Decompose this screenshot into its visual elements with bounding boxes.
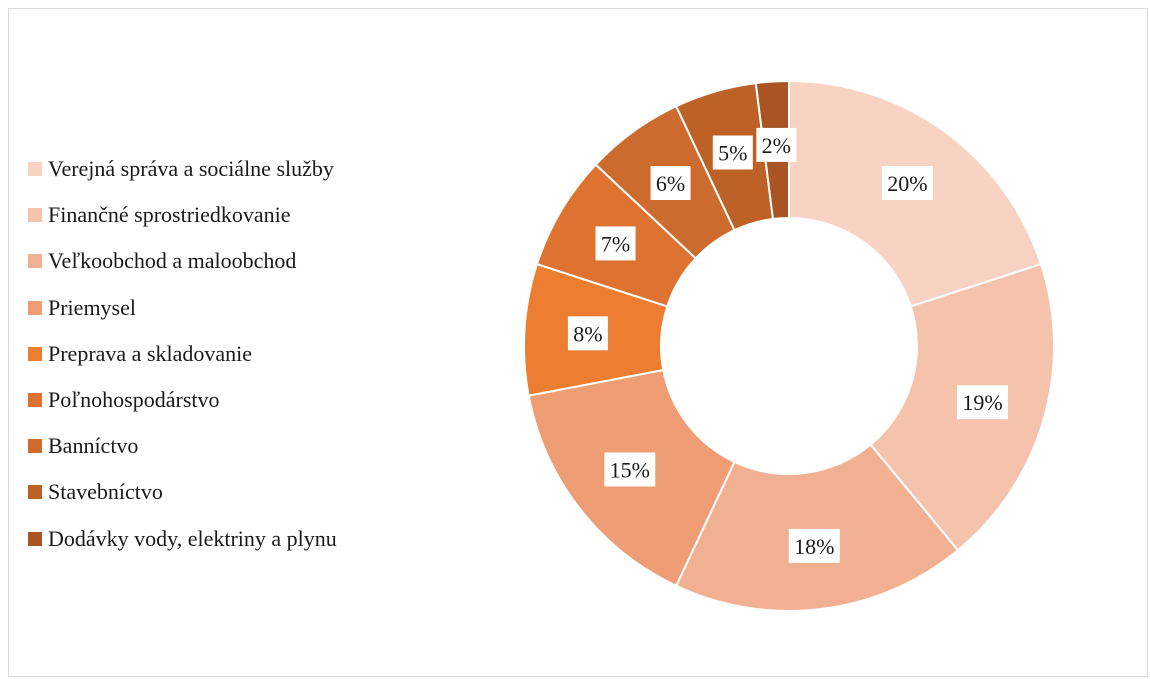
data-label: 6%	[650, 165, 691, 200]
data-label-box	[650, 165, 691, 200]
data-label-text: 18%	[794, 534, 834, 559]
legend-item: Dodávky vody, elektriny a plynu	[28, 516, 468, 562]
legend-item: Banníctvo	[28, 423, 468, 469]
legend-swatch	[28, 254, 42, 269]
data-label-text: 7%	[601, 231, 630, 256]
legend-item: Finančné sprostriedkovanie	[28, 192, 468, 238]
data-label: 18%	[788, 528, 840, 563]
legend-label: Verejná správa a sociálne služby	[48, 156, 334, 182]
data-label-box	[788, 528, 840, 563]
legend-item: Veľkoobchod a maloobchod	[28, 238, 468, 284]
legend-label: Priemysel	[48, 294, 136, 320]
legend-swatch	[28, 300, 42, 315]
legend-label: Poľnohospodárstvo	[48, 387, 220, 413]
data-label: 7%	[595, 226, 636, 261]
data-label: 8%	[567, 316, 608, 351]
data-label: 5%	[712, 135, 753, 170]
legend-label: Finančné sprostriedkovanie	[48, 202, 291, 228]
data-label: 2%	[756, 127, 797, 162]
data-label-text: 5%	[718, 141, 747, 166]
legend-item: Verejná správa a sociálne služby	[28, 146, 468, 192]
legend-label: Preprava a skladovanie	[48, 340, 253, 366]
data-label-box	[567, 316, 608, 351]
data-label: 20%	[881, 165, 933, 200]
legend-swatch	[28, 393, 42, 408]
data-label-box	[956, 385, 1008, 420]
data-label-text: 8%	[573, 321, 602, 346]
data-label-box	[595, 226, 636, 261]
legend-swatch	[28, 346, 42, 361]
data-label: 15%	[604, 452, 656, 487]
legend-swatch	[28, 485, 42, 500]
data-label-text: 15%	[610, 458, 650, 483]
legend-swatch	[28, 531, 42, 546]
data-label-box	[712, 135, 753, 170]
legend-label: Banníctvo	[48, 433, 139, 459]
data-label-box	[756, 127, 797, 162]
legend-swatch	[28, 439, 42, 454]
legend-label: Veľkoobchod a maloobchod	[48, 248, 297, 274]
legend-item: Stavebníctvo	[28, 469, 468, 515]
data-label-box	[604, 452, 656, 487]
legend-swatch	[28, 162, 42, 177]
data-label: 19%	[956, 385, 1008, 420]
donut-slice	[674, 443, 960, 612]
data-label-text: 6%	[656, 171, 685, 196]
legend-label: Dodávky vody, elektriny a plynu	[48, 525, 337, 551]
chart-legend: Verejná správa a sociálne služby Finančné…	[28, 146, 468, 562]
legend-swatch	[28, 208, 42, 223]
legend-label: Stavebníctvo	[48, 479, 163, 505]
legend-item: Poľnohospodárstvo	[28, 377, 468, 423]
data-label-text: 19%	[962, 390, 1002, 415]
data-label-text: 2%	[762, 133, 791, 158]
legend-item: Preprava a skladovanie	[28, 331, 468, 377]
data-label-box	[881, 165, 933, 200]
data-label-text: 20%	[887, 171, 927, 196]
legend-item: Priemysel	[28, 285, 468, 331]
